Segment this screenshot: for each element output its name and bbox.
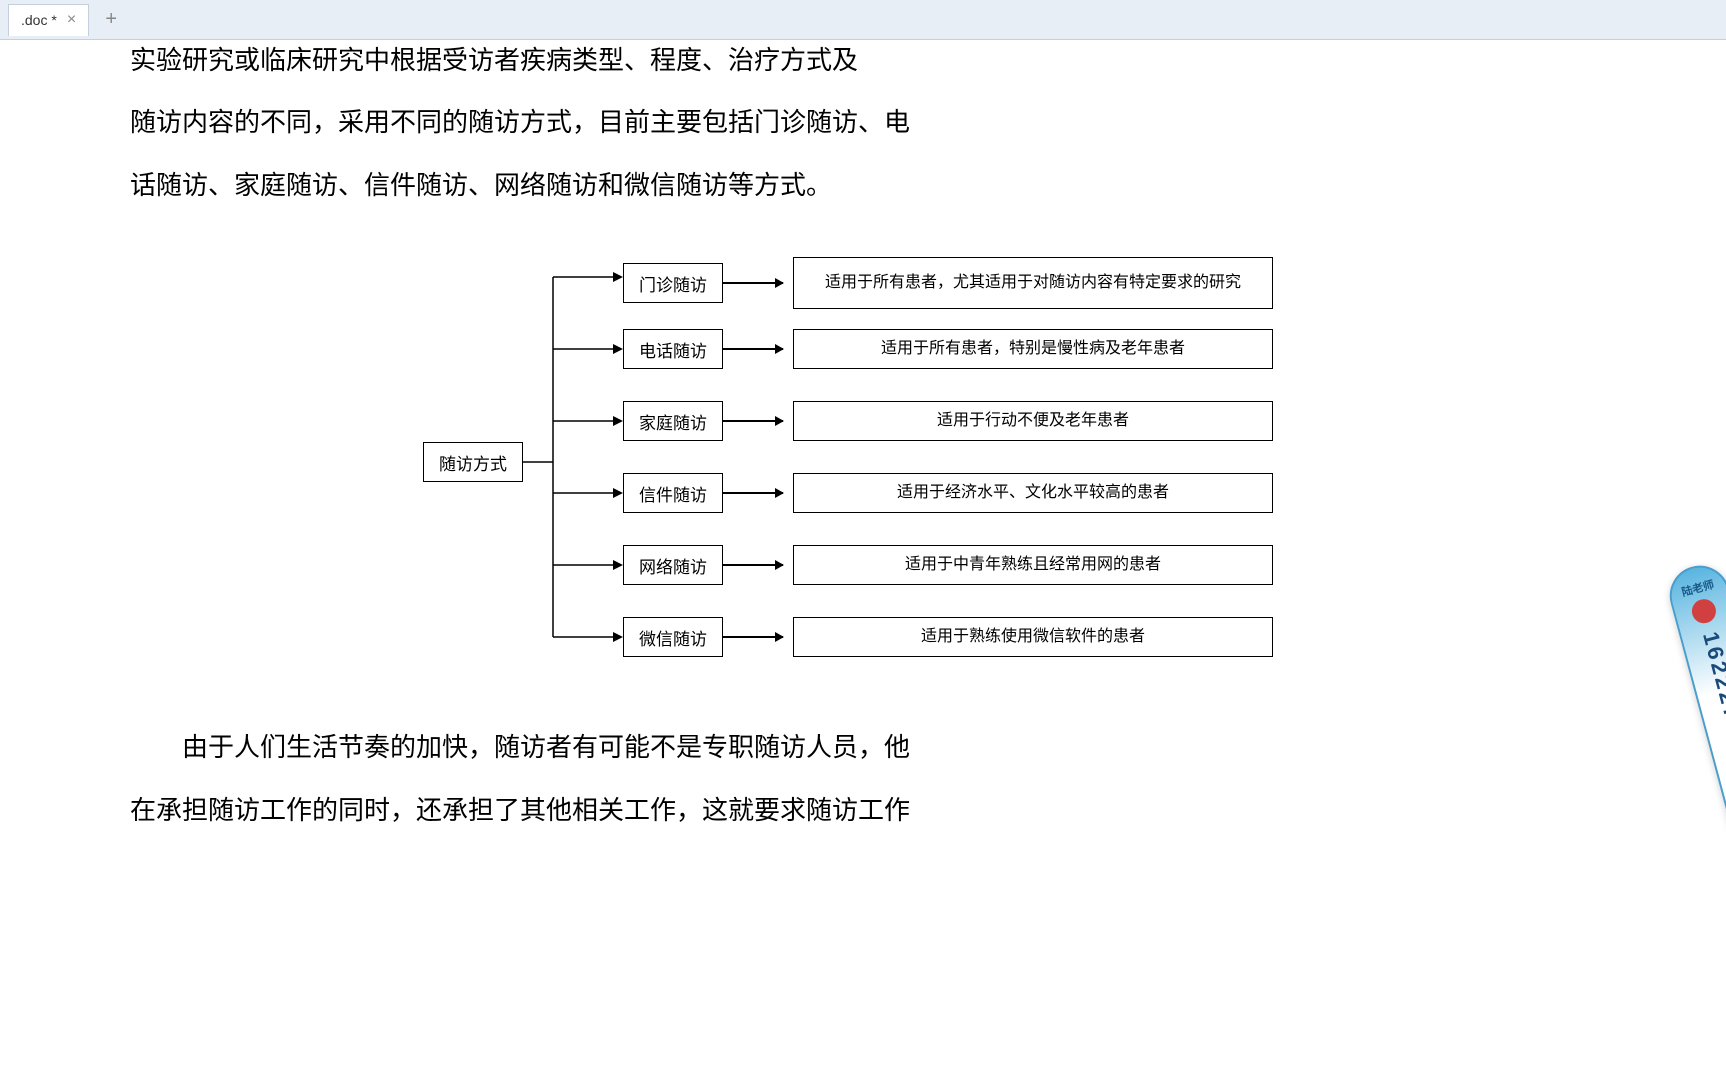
desc-box: 适用于中青年熟练且经常用网的患者 [793,545,1273,585]
tab-label: .doc * [21,12,57,28]
arrow-icon [723,420,783,422]
diagram-branch-1: 电话随访 适用于所有患者，特别是慢性病及老年患者 [623,329,1273,369]
watermark-label: 陆老师 [1680,576,1716,600]
paragraph-1-line2: 话随访、家庭随访、信件随访、网络随访和微信随访等方式。 [130,155,1596,217]
arrow-icon [723,636,783,638]
paragraph-1-line1: 随访内容的不同，采用不同的随访方式，目前主要包括门诊随访、电 [130,92,1596,154]
add-tab-button[interactable]: + [99,8,123,32]
followup-diagram: 随访方式 门诊随访适用于所有患者，尤其适用于对随访内容有特定要求的研究电话随访适… [423,247,1303,677]
close-icon[interactable]: × [67,11,76,29]
desc-box: 适用于所有患者，尤其适用于对随访内容有特定要求的研究 [793,257,1273,309]
diagram-branch-2: 家庭随访 适用于行动不便及老年患者 [623,401,1273,441]
method-box: 信件随访 [623,473,723,513]
paragraph-2-line2: 在承担随访工作的同时，还承担了其他相关工作，这就要求随访工作 [130,780,1596,842]
method-box: 电话随访 [623,329,723,369]
arrow-icon [723,564,783,566]
desc-box: 适用于经济水平、文化水平较高的患者 [793,473,1273,513]
arrow-icon [723,282,783,284]
paragraph-cut-top: 实验研究或临床研究中根据受访者疾病类型、程度、治疗方式及 [130,30,1596,92]
method-box: 微信随访 [623,617,723,657]
diagram-branch-3: 信件随访 适用于经济水平、文化水平较高的患者 [623,473,1273,513]
document-tab[interactable]: .doc * × [8,4,89,36]
diagram-connectors [523,247,623,677]
arrow-icon [723,492,783,494]
method-box: 家庭随访 [623,401,723,441]
document-body: 实验研究或临床研究中根据受访者疾病类型、程度、治疗方式及 随访内容的不同，采用不… [0,40,1726,842]
desc-box: 适用于熟练使用微信软件的患者 [793,617,1273,657]
desc-box: 适用于行动不便及老年患者 [793,401,1273,441]
arrow-icon [723,348,783,350]
desc-box: 适用于所有患者，特别是慢性病及老年患者 [793,329,1273,369]
diagram-branch-0: 门诊随访 适用于所有患者，尤其适用于对随访内容有特定要求的研究 [623,257,1273,309]
method-box: 网络随访 [623,545,723,585]
diagram-root: 随访方式 [423,442,523,482]
method-box: 门诊随访 [623,263,723,303]
diagram-branch-4: 网络随访 适用于中青年熟练且经常用网的患者 [623,545,1273,585]
paragraph-2-line1: 由于人们生活节奏的加快，随访者有可能不是专职随访人员，他 [130,717,1596,779]
diagram-branch-5: 微信随访 适用于熟练使用微信软件的患者 [623,617,1273,657]
qq-icon [1689,597,1718,626]
